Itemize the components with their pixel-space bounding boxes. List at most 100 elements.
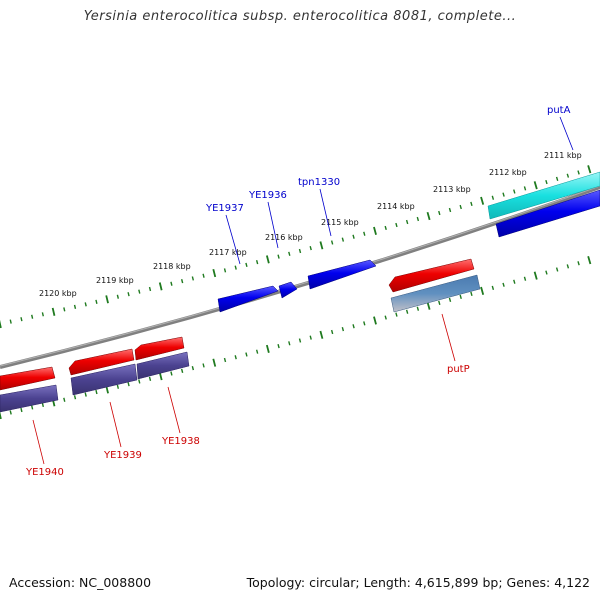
reverse-track-minor-tick: [566, 264, 570, 269]
gene-putP[interactable]: [388, 258, 475, 293]
reverse-track-minor-tick: [73, 395, 77, 400]
gene-YE1940[interactable]: [0, 366, 56, 391]
reverse-track-minor-tick: [180, 368, 184, 373]
forward-track-minor-tick: [566, 173, 570, 178]
reverse-track-minor-tick: [95, 389, 98, 395]
reverse-track-minor-tick: [513, 279, 516, 284]
tick-label-2114: 2114 kbp: [377, 202, 415, 211]
forward-track-minor-tick: [502, 192, 505, 197]
reverse-track-minor-tick: [352, 324, 355, 329]
gene-tpn1330[interactable]: [307, 259, 377, 290]
forward-track-major-tick: [587, 165, 592, 174]
forward-track-minor-tick: [577, 170, 580, 175]
gene-YE1936[interactable]: [278, 281, 298, 299]
leader-YE1940: [32, 419, 45, 465]
forward-track-minor-tick: [545, 179, 548, 185]
label-YE1940[interactable]: YE1940: [25, 467, 64, 478]
forward-track-major-tick: [533, 181, 538, 190]
label-YE1937[interactable]: YE1937: [205, 203, 244, 214]
reverse-track-major-tick: [373, 316, 377, 325]
cds-YE1938[interactable]: [136, 351, 190, 380]
reverse-track-minor-tick: [384, 315, 387, 320]
reverse-track-minor-tick: [298, 338, 302, 343]
gene-YE1938[interactable]: [134, 336, 185, 361]
cds-putP[interactable]: [390, 274, 481, 313]
forward-track-minor-tick: [416, 216, 420, 222]
forward-track-major-tick: [212, 268, 217, 278]
forward-track-minor-tick: [309, 246, 312, 251]
forward-track-minor-tick: [298, 248, 302, 254]
cds-putA[interactable]: [487, 171, 600, 220]
forward-track-major-tick: [480, 196, 485, 205]
forward-track-minor-tick: [384, 225, 387, 231]
label-YE1939[interactable]: YE1939: [103, 450, 142, 461]
reverse-track-minor-tick: [191, 366, 195, 371]
forward-track-major-tick: [265, 255, 270, 264]
leader-tpn1330: [319, 188, 332, 237]
forward-track-minor-tick: [459, 204, 462, 210]
forward-track-minor-tick: [395, 222, 398, 228]
reverse-track-minor-tick: [277, 344, 280, 349]
forward-track-minor-tick: [523, 186, 527, 191]
label-tpn1330[interactable]: tpn1330: [298, 177, 340, 188]
forward-track-minor-tick: [41, 312, 44, 317]
label-putA[interactable]: putA: [547, 105, 571, 116]
reverse-cds: [0, 274, 481, 413]
forward-track-minor-tick: [405, 219, 409, 225]
forward-track-minor-tick: [288, 251, 291, 256]
gene-YE1937[interactable]: [217, 285, 279, 313]
cds-YE1940[interactable]: [0, 384, 59, 413]
leader-putA: [559, 116, 574, 151]
forward-genes: [217, 189, 600, 313]
reverse-track-minor-tick: [341, 327, 345, 332]
gene-labels: putA tpn1330 YE1936 YE1937 putP YE1938 Y…: [25, 105, 571, 478]
forward-track-minor-tick: [95, 299, 98, 304]
reverse-track-minor-tick: [9, 410, 12, 415]
genome-info-label: Topology: circular; Length: 4,615,899 bp…: [246, 575, 590, 590]
genome-backbone: [0, 185, 600, 369]
tick-label-2120: 2120 kbp: [39, 289, 77, 298]
reverse-track-minor-tick: [416, 306, 420, 311]
reverse-track-minor-tick: [288, 341, 291, 346]
genome-backbone-highlight: [0, 185, 600, 367]
reverse-track-major-tick: [319, 330, 324, 339]
forward-track-minor-tick: [116, 294, 120, 299]
tick-label-2117: 2117 kbp: [209, 248, 247, 257]
cds-YE1939[interactable]: [70, 363, 138, 396]
reverse-track-minor-tick: [309, 335, 312, 340]
reverse-track-major-tick: [426, 301, 431, 310]
forward-track-minor-tick: [352, 234, 355, 239]
forward-track-minor-tick: [277, 254, 280, 259]
tick-label-2116: 2116 kbp: [265, 233, 303, 242]
forward-track-minor-tick: [148, 286, 152, 292]
label-YE1936[interactable]: YE1936: [248, 190, 287, 201]
forward-track-minor-tick: [234, 265, 237, 270]
tick-label-2119: 2119 kbp: [96, 276, 134, 285]
reverse-track-minor-tick: [138, 379, 141, 384]
label-putP[interactable]: putP: [447, 364, 470, 375]
forward-track-major-tick: [426, 211, 431, 221]
reverse-track-minor-tick: [502, 282, 505, 287]
forward-track-major-tick: [319, 241, 324, 250]
forward-track-minor-tick: [513, 189, 516, 194]
leader-YE1936: [267, 201, 279, 249]
forward-track-minor-tick: [491, 195, 495, 200]
forward-track-minor-tick: [255, 260, 259, 265]
reverse-track-minor-tick: [116, 384, 120, 389]
reverse-track-minor-tick: [395, 312, 398, 317]
forward-track-minor-tick: [191, 276, 195, 281]
reverse-track-minor-tick: [127, 382, 130, 387]
map-title: Yersinia enterocolitica subsp. enterocol…: [83, 9, 517, 24]
forward-track-minor-tick: [202, 273, 205, 278]
accession-label: Accession: NC_008800: [9, 575, 152, 590]
reverse-track-minor-tick: [202, 363, 205, 368]
forward-track-minor-tick: [438, 210, 441, 216]
forward-track-minor-tick: [84, 302, 87, 307]
gene-putA[interactable]: [495, 189, 600, 238]
forward-track-minor-tick: [63, 307, 66, 312]
gene-YE1939[interactable]: [68, 348, 135, 376]
leader-YE1938: [167, 386, 181, 434]
reverse-track-major-tick: [0, 411, 2, 420]
label-YE1938[interactable]: YE1938: [161, 436, 200, 447]
